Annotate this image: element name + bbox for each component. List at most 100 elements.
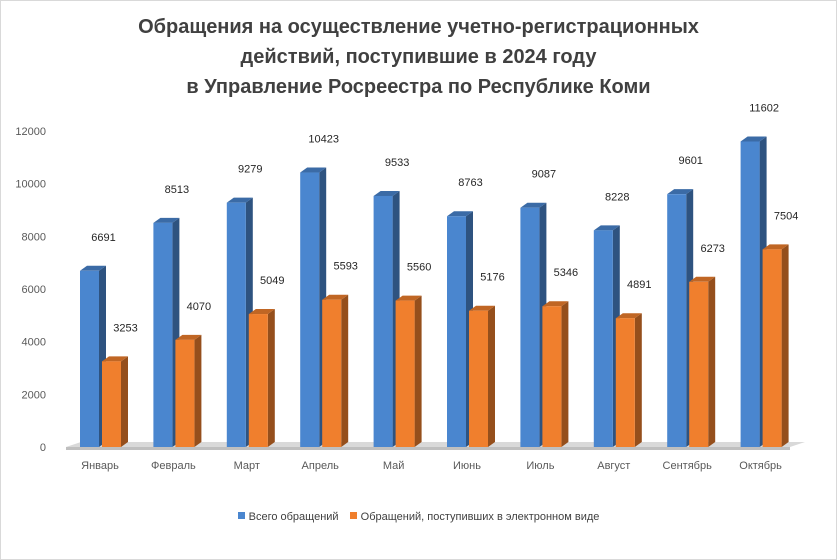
bar-side-electronic (708, 276, 716, 447)
bar-top-total (667, 189, 694, 195)
data-label-total: 8763 (458, 177, 482, 189)
bar-total (80, 270, 99, 447)
bar-top-electronic (248, 309, 275, 315)
bar-side-electronic (634, 313, 642, 447)
chart-title: Обращения на осуществление учетно-регист… (0, 12, 837, 102)
bar-total (520, 207, 540, 447)
bar-top-electronic (469, 305, 495, 311)
y-tick-label: 2000 (22, 389, 46, 401)
data-label-total: 11602 (749, 102, 779, 114)
data-label-electronic: 5593 (333, 261, 357, 273)
data-label-electronic: 5176 (480, 272, 504, 284)
chart-title-line-1: Обращения на осуществление учетно-регист… (138, 16, 699, 38)
legend-swatch-total (237, 512, 245, 519)
x-tick-label: Февраль (151, 460, 196, 472)
bar-electronic (175, 339, 195, 447)
legend-label-total: Всего обращений (248, 511, 339, 523)
bar-top-electronic (395, 295, 422, 301)
bar-total (153, 222, 173, 447)
bar-top-total (447, 211, 473, 217)
y-tick-label: 4000 (22, 337, 46, 349)
y-tick-label: 12000 (15, 126, 46, 138)
chart-title-line-3: в Управление Росреестра по Республике Ко… (186, 76, 651, 98)
bar-side-electronic (488, 305, 495, 447)
bar-electronic (542, 306, 562, 447)
bar-side-electronic (561, 301, 569, 447)
bar-top-electronic (615, 313, 642, 319)
data-label-electronic: 3253 (113, 322, 137, 334)
bar-electronic (395, 300, 415, 447)
bar-side-electronic (341, 294, 349, 447)
bar-top-total (80, 265, 106, 271)
chart-title-line-2: действий, поступившие в 2024 году (240, 46, 597, 68)
data-label-total: 10423 (308, 134, 339, 146)
bar-total (740, 141, 760, 448)
legend-item-electronic: Обращений, поступивших в электронном вид… (349, 511, 600, 523)
bar-top-electronic (762, 244, 789, 250)
data-label-electronic: 5346 (554, 267, 578, 279)
bar-top-electronic (102, 356, 128, 362)
data-label-total: 9087 (532, 169, 556, 181)
bar-top-electronic (322, 294, 349, 300)
y-tick-label: 0 (40, 442, 46, 454)
chart-floor-edge (66, 447, 790, 450)
bar-top-total (593, 225, 620, 231)
chart-legend: Всего обращений Обращений, поступивших в… (0, 511, 837, 523)
data-label-total: 9279 (238, 164, 262, 176)
bar-total (226, 202, 246, 447)
bar-electronic (248, 314, 268, 447)
x-tick-label: Июль (526, 460, 554, 472)
bar-side-electronic (121, 356, 128, 447)
bar-electronic (102, 361, 121, 447)
y-tick-label: 8000 (22, 231, 46, 243)
bar-top-total (373, 190, 400, 196)
bar-total (447, 216, 466, 447)
x-tick-label: Январь (81, 460, 119, 472)
bar-electronic (615, 318, 635, 447)
data-label-total: 8513 (165, 184, 189, 196)
bar-top-total (740, 136, 767, 142)
data-label-electronic: 6273 (700, 243, 724, 255)
legend-item-total: Всего обращений (237, 511, 339, 523)
bar-total (373, 195, 393, 447)
y-tick-label: 6000 (22, 284, 46, 296)
bar-side-electronic (414, 295, 422, 447)
bar-electronic (689, 281, 709, 447)
bar-side-electronic (781, 244, 789, 447)
bar-total (300, 172, 320, 448)
data-label-electronic: 5560 (407, 262, 431, 274)
legend-label-electronic: Обращений, поступивших в электронном вид… (360, 511, 600, 523)
data-label-electronic: 5049 (260, 275, 284, 287)
data-label-total: 9533 (385, 157, 409, 169)
data-label-total: 6691 (91, 232, 115, 244)
x-tick-label: Март (234, 460, 260, 472)
bar-top-electronic (689, 276, 716, 282)
bar-electronic (762, 249, 782, 447)
bar-top-total (226, 197, 253, 203)
x-tick-label: Май (383, 460, 405, 472)
data-label-total: 8228 (605, 191, 629, 203)
bar-electronic (322, 299, 342, 447)
x-tick-label: Август (597, 460, 630, 472)
x-tick-label: Июнь (453, 460, 481, 472)
bar-top-electronic (175, 334, 202, 340)
data-label-electronic: 4070 (187, 301, 211, 313)
legend-swatch-electronic (349, 512, 357, 519)
bar-top-total (300, 167, 327, 173)
bar-top-electronic (542, 301, 569, 307)
data-label-total: 9601 (678, 155, 702, 167)
data-label-electronic: 4891 (627, 279, 651, 291)
x-tick-label: Апрель (302, 460, 340, 472)
bar-side-electronic (194, 334, 202, 447)
bar-top-total (520, 202, 547, 208)
data-label-electronic: 7504 (774, 210, 798, 222)
bar-electronic (469, 310, 488, 447)
bar-total (667, 194, 687, 447)
bar-total (593, 230, 613, 447)
bar-top-total (153, 217, 180, 223)
x-tick-label: Октябрь (739, 460, 782, 472)
x-tick-label: Сентябрь (663, 460, 713, 472)
bar-side-electronic (267, 309, 275, 447)
y-tick-label: 10000 (15, 179, 46, 191)
